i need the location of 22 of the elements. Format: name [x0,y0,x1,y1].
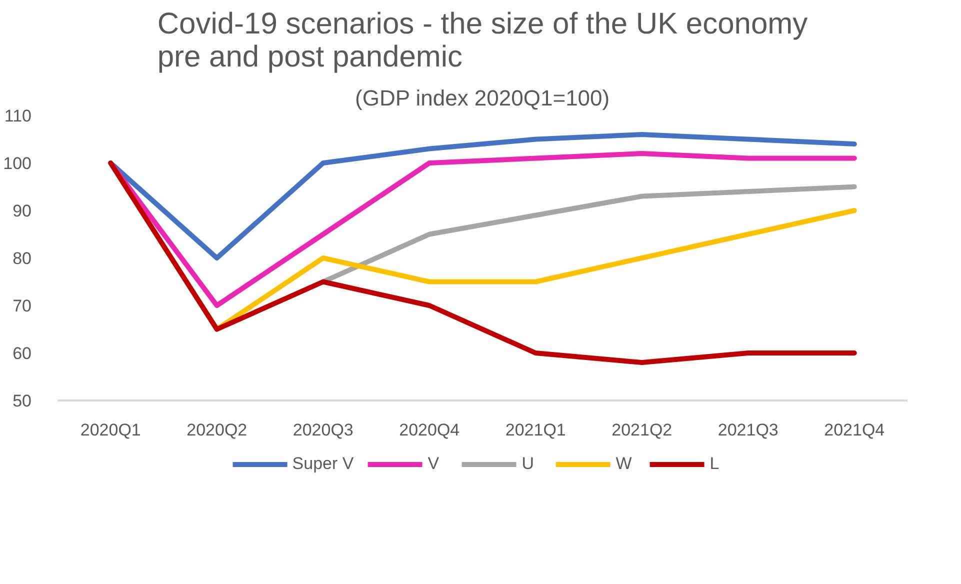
x-tick-label: 2021Q3 [718,420,778,440]
x-tick-label: 2021Q2 [612,420,672,440]
chart-subtitle: (GDP index 2020Q1=100) [355,86,610,110]
y-tick-label: 80 [12,249,32,268]
y-tick-label: 100 [3,154,32,173]
y-tick-label: 50 [12,392,32,410]
x-tick-label: 2020Q2 [186,420,248,440]
y-tick-label: 60 [12,344,32,363]
x-tick-label: 2020Q3 [292,420,354,440]
chart-title: Covid-19 scenarios - the size of the UK economy pre and post pandemic [157,8,808,74]
legend-label: U [522,454,535,474]
x-tick-label: 2021Q1 [505,420,566,440]
y-tick-label: 70 [12,296,32,316]
legend-label: W [616,454,633,474]
legend-label: V [428,454,440,474]
y-tick-label: 90 [12,202,32,220]
legend-label: L [710,454,720,474]
x-tick-label: 2020Q4 [399,420,460,440]
x-tick-label: 2020Q1 [80,420,141,440]
x-tick-label: 2021Q4 [824,420,885,440]
legend-label: Super V [292,454,354,474]
y-tick-label: 110 [4,106,32,126]
